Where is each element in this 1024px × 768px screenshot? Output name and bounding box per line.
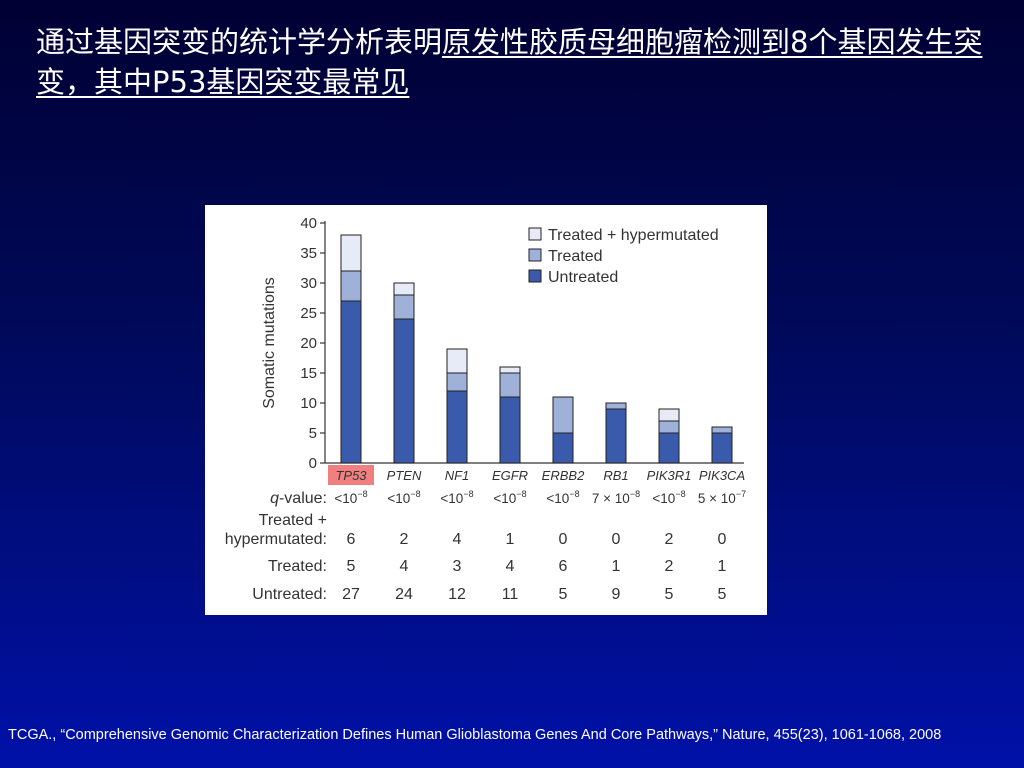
bar-segment-untreated (446, 390, 468, 464)
legend-swatch (528, 269, 542, 283)
bar-segment-treated-hypermutated (393, 282, 415, 296)
x-category-label: RB1 (603, 468, 628, 483)
table-row-label: hypermutated: (225, 531, 327, 548)
table-cell-value: 1 (612, 558, 621, 575)
q-value-cell: <10−8 (440, 489, 473, 506)
slide-title: 通过基因突变的统计学分析表明原发性胶质母细胞瘤检测到8个基因发生突变，其中P53… (36, 22, 996, 102)
y-tick-label: 20 (300, 335, 317, 352)
q-value-cell: <10−8 (652, 489, 685, 506)
table-row-label: Untreated: (252, 586, 327, 603)
table-cell-value: 0 (718, 531, 727, 548)
category-highlight (328, 465, 374, 485)
table-cell-value: 5 (559, 586, 568, 603)
bar-segment-untreated (658, 432, 680, 464)
bar-segment-treated-hypermutated (446, 348, 468, 374)
bar-segment-untreated (393, 318, 415, 464)
legend-label: Untreated (548, 269, 618, 286)
bar-segment-treated (393, 294, 415, 320)
legend-swatch (528, 248, 542, 262)
q-value-cell: <10−8 (493, 489, 526, 506)
table-cell-value: 11 (502, 586, 519, 603)
bar-segment-untreated (499, 396, 521, 464)
citation: TCGA., “Comprehensive Genomic Characteri… (8, 727, 942, 743)
table-cell-value: 0 (612, 531, 621, 548)
q-value-cell: 7 × 10−8 (592, 489, 640, 506)
bar-segment-treated-hypermutated (658, 408, 680, 422)
x-category-label: PIK3CA (699, 468, 745, 483)
y-tick-label: 15 (300, 365, 317, 382)
bar-segment-treated (658, 420, 680, 434)
table-row-label: Treated: (268, 558, 327, 575)
table-row-label: Treated + (259, 512, 327, 529)
legend-label: Treated (548, 248, 603, 265)
table-cell-value: 1 (506, 531, 515, 548)
table-cell-value: 4 (506, 558, 515, 575)
table-cell-value: 6 (559, 558, 568, 575)
bar-segment-treated (711, 426, 733, 434)
legend-label: Treated + hypermutated (548, 227, 719, 244)
table-cell-value: 4 (453, 531, 462, 548)
table-cell-value: 4 (400, 558, 409, 575)
table-cell-value: 1 (718, 558, 727, 575)
bar-segment-untreated (340, 300, 362, 464)
table-cell-value: 12 (448, 586, 466, 603)
bar-segment-untreated (552, 432, 574, 464)
bar-segment-treated (446, 372, 468, 392)
title-text-underlined: 原发性胶质母细胞瘤检测到8个基因发生突变，其中P53基因突变最常见 (36, 25, 983, 99)
table-cell-value: 2 (400, 531, 409, 548)
q-value-row-label: q-value: (270, 490, 327, 507)
mutation-chart-figure: 0 5 10 15 20 25 30 35 40 Somatic mutations TP53 PTE… (205, 205, 767, 615)
table-cell-value: 5 (718, 586, 727, 603)
table-cell-value: 9 (612, 586, 621, 603)
table-cell-value: 2 (665, 531, 674, 548)
q-value-cell: 5 × 10−7 (698, 489, 746, 506)
title-text-plain: 通过基因突变的统计学分析表明 (36, 25, 443, 59)
table-cell-value: 2 (665, 558, 674, 575)
bar-segment-treated-hypermutated (499, 366, 521, 374)
bar-segment-untreated (711, 432, 733, 464)
q-value-cell: <10−8 (334, 489, 367, 506)
y-tick-label: 10 (300, 395, 317, 412)
bar-segment-treated (340, 270, 362, 302)
bar-segment-treated (605, 402, 627, 410)
bar-segment-treated (552, 396, 574, 434)
x-category-label: ERBB2 (542, 468, 585, 483)
y-tick-label: 35 (300, 245, 317, 262)
table-cell-value: 5 (665, 586, 674, 603)
y-tick-label: 40 (300, 215, 317, 232)
table-cell-value: 3 (453, 558, 462, 575)
y-tick-label: 30 (300, 275, 317, 292)
y-tick-label: 25 (300, 305, 317, 322)
q-value-cell: <10−8 (387, 489, 420, 506)
x-category-label: PTEN (387, 468, 422, 483)
x-category-label: PIK3R1 (647, 468, 692, 483)
table-cell-value: 0 (559, 531, 568, 548)
table-cell-value: 27 (342, 586, 360, 603)
y-tick-label: 0 (309, 455, 317, 472)
bar-segment-treated (499, 372, 521, 398)
bar-segment-untreated (605, 408, 627, 464)
table-cell-value: 6 (347, 531, 356, 548)
table-cell-value: 24 (395, 586, 413, 603)
x-category-label: EGFR (492, 468, 528, 483)
bar-segment-treated-hypermutated (340, 234, 362, 272)
table-cell-value: 5 (347, 558, 356, 575)
x-category-label: TP53 (335, 468, 367, 483)
x-category-label: NF1 (445, 468, 470, 483)
q-value-cell: <10−8 (546, 489, 579, 506)
legend-swatch (528, 227, 542, 241)
y-tick-label: 5 (309, 425, 317, 442)
y-axis-title: Somatic mutations (261, 277, 278, 409)
